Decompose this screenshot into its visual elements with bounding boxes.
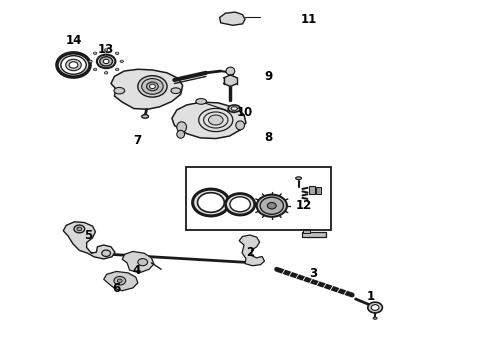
Polygon shape (104, 271, 138, 291)
Ellipse shape (94, 52, 97, 55)
Ellipse shape (196, 99, 206, 104)
Ellipse shape (147, 82, 158, 91)
Ellipse shape (116, 68, 119, 71)
Ellipse shape (177, 130, 185, 138)
Ellipse shape (69, 62, 78, 68)
Ellipse shape (66, 59, 81, 71)
Text: 8: 8 (264, 131, 272, 144)
Ellipse shape (236, 121, 245, 130)
Ellipse shape (117, 279, 122, 283)
Ellipse shape (149, 84, 155, 89)
Ellipse shape (138, 258, 147, 266)
Ellipse shape (231, 107, 238, 111)
Ellipse shape (114, 87, 124, 94)
Ellipse shape (228, 105, 241, 112)
Text: 4: 4 (133, 264, 141, 276)
Ellipse shape (103, 59, 109, 64)
Polygon shape (172, 102, 246, 139)
Ellipse shape (138, 76, 167, 97)
Polygon shape (220, 12, 245, 25)
Bar (309, 186, 315, 194)
Polygon shape (223, 75, 237, 86)
Ellipse shape (104, 49, 108, 51)
Ellipse shape (142, 78, 163, 94)
Polygon shape (122, 251, 154, 273)
Text: 2: 2 (246, 246, 254, 258)
Text: 6: 6 (112, 283, 120, 296)
Ellipse shape (104, 72, 108, 74)
Ellipse shape (225, 194, 255, 215)
Ellipse shape (100, 57, 113, 66)
Ellipse shape (193, 189, 229, 216)
Ellipse shape (61, 56, 86, 74)
Ellipse shape (142, 114, 148, 118)
Text: 7: 7 (134, 134, 142, 147)
Text: 11: 11 (300, 13, 317, 26)
Ellipse shape (114, 276, 125, 285)
Text: 5: 5 (84, 229, 92, 242)
Ellipse shape (208, 115, 223, 125)
Ellipse shape (97, 55, 116, 68)
Bar (303, 229, 310, 233)
Ellipse shape (226, 67, 235, 75)
Ellipse shape (373, 317, 377, 319)
Ellipse shape (89, 60, 92, 63)
Ellipse shape (260, 197, 284, 214)
Ellipse shape (116, 52, 119, 55)
Bar (316, 187, 321, 194)
Ellipse shape (74, 225, 85, 233)
Ellipse shape (295, 177, 301, 180)
Bar (302, 232, 326, 237)
Ellipse shape (268, 203, 276, 209)
Ellipse shape (77, 227, 82, 231)
Text: 10: 10 (237, 105, 253, 119)
Ellipse shape (257, 195, 287, 217)
Bar (186, 167, 331, 230)
Polygon shape (63, 222, 115, 259)
Polygon shape (111, 69, 183, 109)
Text: 1: 1 (367, 289, 375, 303)
Text: 9: 9 (264, 70, 272, 83)
Ellipse shape (197, 193, 224, 212)
Ellipse shape (368, 302, 382, 313)
Text: 14: 14 (65, 34, 82, 47)
Ellipse shape (177, 122, 187, 132)
Ellipse shape (171, 88, 181, 94)
Ellipse shape (94, 68, 97, 71)
Ellipse shape (120, 60, 123, 63)
Polygon shape (239, 235, 265, 266)
Ellipse shape (230, 197, 250, 212)
Ellipse shape (371, 305, 379, 310)
Text: 3: 3 (309, 267, 317, 280)
Text: 13: 13 (98, 43, 114, 56)
Ellipse shape (57, 53, 90, 77)
Text: 12: 12 (295, 198, 312, 212)
Ellipse shape (102, 250, 111, 256)
